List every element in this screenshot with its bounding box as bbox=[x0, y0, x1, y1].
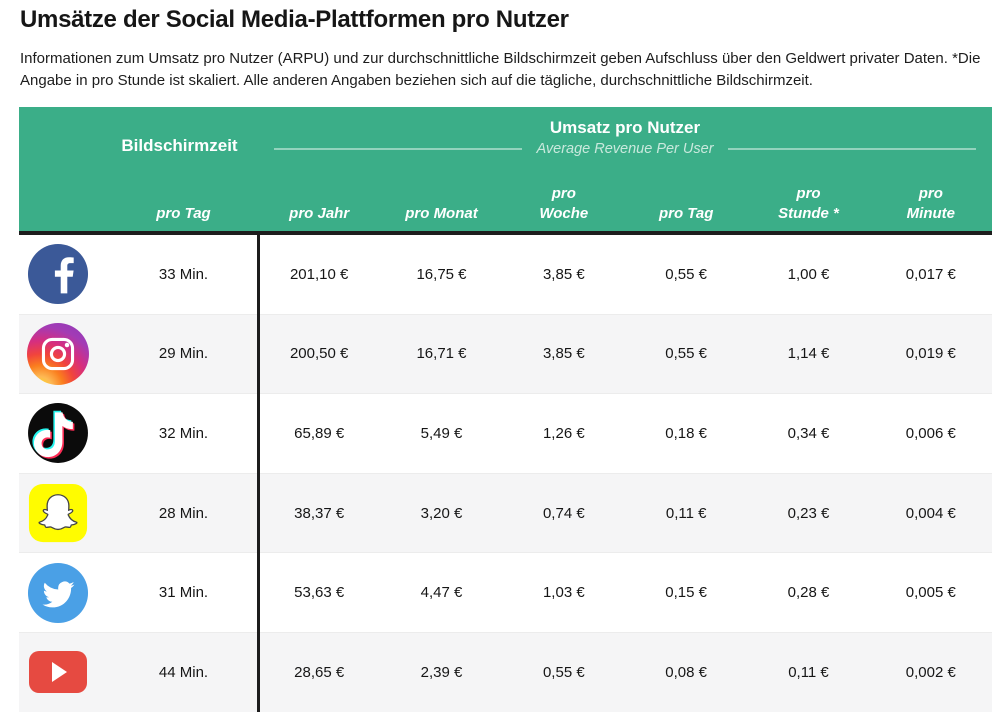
table-row-youtube: 44 Min. 28,65 € 2,39 € 0,55 € 0,08 € 0,1… bbox=[19, 631, 992, 712]
per-minute-value: 0,004 € bbox=[905, 504, 956, 522]
per-day-value: 0,55 € bbox=[665, 265, 708, 283]
column-header-screen-time-per-day: pro Tag bbox=[156, 204, 211, 222]
table-row-snapchat: 28 Min. 38,37 € 3,20 € 0,74 € 0,11 € 0,2… bbox=[19, 472, 992, 553]
per-day-value: 0,08 € bbox=[665, 663, 708, 681]
column-header-per-year: pro Jahr bbox=[289, 204, 350, 222]
per-month-value: 2,39 € bbox=[420, 663, 463, 681]
arpu-table: Bildschirmzeit Umsatz pro Nutzer Average… bbox=[19, 107, 992, 712]
column-header-per-week: pro Woche bbox=[539, 184, 589, 222]
page-title: Umsätze der Social Media-Plattformen pro… bbox=[20, 6, 569, 33]
table-body: 33 Min. 201,10 € 16,75 € 3,85 € 0,55 € 1… bbox=[19, 235, 992, 712]
per-year-value: 53,63 € bbox=[294, 584, 345, 602]
screen-time-value: 28 Min. bbox=[158, 504, 209, 522]
screen-time-value: 33 Min. bbox=[158, 265, 209, 283]
screen-time-label: Bildschirmzeit bbox=[121, 136, 238, 155]
per-hour-value: 1,00 € bbox=[787, 265, 830, 283]
vertical-divider bbox=[257, 235, 260, 712]
screen-time-group-header: Bildschirmzeit bbox=[19, 117, 258, 175]
revenue-group-header: Umsatz pro Nutzer Average Revenue Per Us… bbox=[258, 117, 992, 175]
per-week-value: 1,03 € bbox=[542, 584, 585, 602]
twitter-icon bbox=[27, 562, 89, 624]
per-month-value: 3,20 € bbox=[420, 504, 463, 522]
per-day-value: 0,15 € bbox=[665, 584, 708, 602]
per-year-value: 201,10 € bbox=[289, 265, 349, 283]
per-month-value: 4,47 € bbox=[420, 584, 463, 602]
decorative-line-left bbox=[274, 148, 523, 150]
per-day-value: 0,18 € bbox=[665, 424, 708, 442]
revenue-sublabel: Average Revenue Per User bbox=[536, 141, 714, 157]
table-row-instagram: 29 Min. 200,50 € 16,71 € 3,85 € 0,55 € 1… bbox=[19, 313, 992, 394]
per-hour-value: 0,28 € bbox=[787, 584, 830, 602]
facebook-icon bbox=[27, 243, 89, 305]
per-week-value: 3,85 € bbox=[542, 345, 585, 363]
page-description: Informationen zum Umsatz pro Nutzer (ARP… bbox=[20, 50, 981, 89]
per-day-value: 0,11 € bbox=[665, 504, 707, 522]
screen-time-value: 32 Min. bbox=[158, 424, 209, 442]
per-month-value: 16,71 € bbox=[416, 345, 467, 363]
column-header-per-hour: pro Stunde * bbox=[778, 184, 839, 222]
per-year-value: 200,50 € bbox=[289, 345, 349, 363]
per-minute-value: 0,005 € bbox=[905, 584, 956, 602]
youtube-icon bbox=[27, 641, 89, 703]
screen-time-value: 31 Min. bbox=[158, 584, 209, 602]
column-header-per-minute: pro Minute bbox=[906, 184, 955, 222]
screen-time-value: 44 Min. bbox=[158, 663, 209, 681]
table-header: Bildschirmzeit Umsatz pro Nutzer Average… bbox=[19, 107, 992, 235]
screen-time-value: 29 Min. bbox=[158, 345, 209, 363]
per-month-value: 5,49 € bbox=[420, 424, 463, 442]
per-week-value: 0,55 € bbox=[542, 663, 585, 681]
per-week-value: 1,26 € bbox=[542, 424, 585, 442]
per-week-value: 3,85 € bbox=[542, 265, 585, 283]
per-hour-value: 0,34 € bbox=[787, 424, 830, 442]
decorative-line-right bbox=[727, 148, 976, 150]
per-day-value: 0,55 € bbox=[665, 345, 708, 363]
per-minute-value: 0,019 € bbox=[905, 345, 956, 363]
per-minute-value: 0,006 € bbox=[905, 424, 956, 442]
revenue-label: Umsatz pro Nutzer bbox=[549, 118, 701, 137]
table-row-tiktok: 32 Min. 65,89 € 5,49 € 1,26 € 0,18 € 0,3… bbox=[19, 393, 992, 473]
column-header-per-day: pro Tag bbox=[658, 204, 714, 222]
snapchat-icon bbox=[27, 482, 89, 544]
per-minute-value: 0,017 € bbox=[905, 265, 956, 283]
table-row-twitter: 31 Min. 53,63 € 4,47 € 1,03 € 0,15 € 0,2… bbox=[19, 552, 992, 632]
per-year-value: 38,37 € bbox=[294, 504, 345, 522]
per-week-value: 0,74 € bbox=[542, 504, 585, 522]
tiktok-icon bbox=[27, 402, 89, 464]
per-year-value: 28,65 € bbox=[294, 663, 345, 681]
per-year-value: 65,89 € bbox=[294, 424, 345, 442]
instagram-icon bbox=[27, 322, 89, 385]
column-header-per-month: pro Monat bbox=[405, 204, 478, 222]
table-row-facebook: 33 Min. 201,10 € 16,75 € 3,85 € 0,55 € 1… bbox=[19, 235, 992, 314]
per-hour-value: 1,14 € bbox=[787, 345, 830, 363]
per-hour-value: 0,11 € bbox=[788, 663, 829, 681]
per-month-value: 16,75 € bbox=[416, 265, 467, 283]
per-minute-value: 0,002 € bbox=[905, 663, 956, 681]
per-hour-value: 0,23 € bbox=[787, 504, 830, 522]
